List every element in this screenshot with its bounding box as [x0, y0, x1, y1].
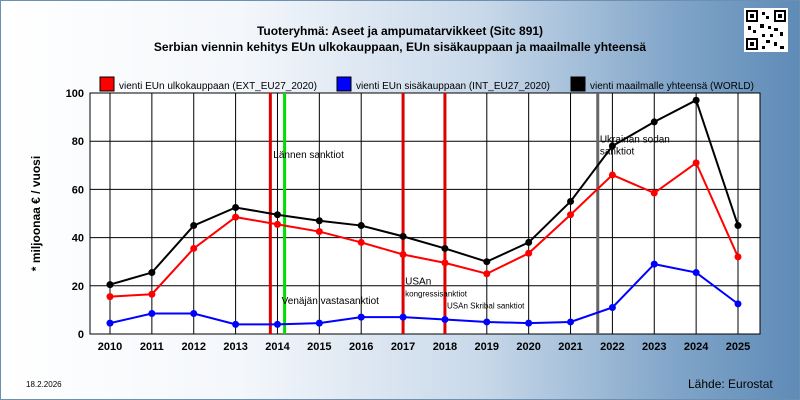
source-label: Lähde: Eurostat	[688, 377, 773, 391]
plot-area	[89, 92, 761, 335]
x-tick-label: 2012	[181, 341, 205, 353]
data-point	[608, 142, 616, 150]
data-point	[441, 316, 449, 324]
annotation-label: Ukrainan sodan	[600, 134, 670, 145]
chart-subtitle: Serbian viennin kehitys EUn ulkokauppaan…	[153, 40, 647, 54]
data-point	[692, 269, 700, 277]
data-point	[232, 320, 240, 328]
data-point	[734, 300, 742, 308]
series-line-1	[109, 263, 739, 326]
x-tick-label: 2011	[140, 341, 164, 353]
data-point	[525, 238, 533, 246]
data-point	[567, 318, 575, 326]
data-point	[650, 260, 658, 268]
y-tick-label: 100	[66, 88, 84, 100]
data-point	[106, 319, 114, 327]
data-point	[232, 213, 240, 221]
data-point	[106, 293, 114, 301]
data-point	[357, 222, 365, 230]
data-point	[608, 303, 616, 311]
data-point	[399, 250, 407, 258]
data-point	[315, 217, 323, 225]
x-tick-label: 2013	[223, 341, 247, 353]
qr-code-icon	[744, 8, 788, 52]
data-point	[441, 259, 449, 267]
y-tick-label: 40	[72, 233, 84, 245]
data-point	[692, 96, 700, 104]
data-point	[148, 269, 156, 277]
data-point	[190, 310, 198, 318]
x-tick-label: 2018	[433, 341, 457, 353]
annotation-label: USAn Skribal sanktiot	[447, 302, 525, 311]
data-point	[441, 244, 449, 252]
data-point	[273, 320, 281, 328]
data-point	[483, 318, 491, 326]
x-tick-label: 2019	[475, 341, 499, 353]
series-line-2	[109, 98, 739, 286]
legend-label: vienti EUn ulkokauppaan (EXT_EU27_2020)	[119, 81, 317, 92]
x-tick-label: 2024	[684, 341, 709, 353]
annotation-label: Lännen sanktiot	[273, 150, 344, 161]
y-tick-label: 60	[72, 184, 84, 196]
x-tick-label: 2010	[98, 341, 122, 353]
x-tick-label: 2016	[349, 341, 373, 353]
legend-label: vienti EUn sisäkauppaan (INT_EU27_2020)	[356, 81, 550, 92]
x-tick-label: 2015	[307, 341, 331, 353]
data-point	[273, 211, 281, 219]
data-point	[190, 222, 198, 230]
data-point	[315, 228, 323, 236]
annotation-label: Venäjän vastasanktiot	[282, 296, 380, 307]
data-point	[483, 258, 491, 266]
legend-swatch	[570, 76, 586, 92]
data-point	[357, 313, 365, 321]
chart-title: Tuoteryhmä: Aseet ja ampumatarvikkeet (S…	[256, 24, 544, 38]
legend-label: vienti maailmalle yhteensä (WORLD)	[590, 81, 754, 92]
data-point	[273, 220, 281, 228]
x-tick-label: 2021	[558, 341, 582, 353]
data-point	[190, 244, 198, 252]
data-point	[106, 281, 114, 289]
data-point	[483, 270, 491, 278]
date-stamp: 18.2.2026	[26, 380, 62, 389]
data-point	[315, 319, 323, 327]
y-tick-label: 20	[72, 281, 84, 293]
legend-swatch	[99, 76, 115, 92]
data-point	[734, 253, 742, 261]
x-tick-label: 2020	[516, 341, 540, 353]
x-tick-label: 2017	[391, 341, 415, 353]
annotation-label: USAn	[405, 277, 431, 288]
data-point	[399, 232, 407, 240]
y-tick-label: 80	[72, 136, 84, 148]
x-tick-label: 2023	[642, 341, 666, 353]
data-point	[357, 238, 365, 246]
data-point	[567, 211, 575, 219]
data-point	[399, 313, 407, 321]
y-axis-label: * miljoonaa € / vuosi	[29, 156, 43, 271]
data-point	[148, 290, 156, 298]
data-point	[608, 171, 616, 179]
data-point	[650, 118, 658, 126]
x-tick-label: 2014	[265, 341, 290, 353]
annotation-label: kongressisanktiot	[405, 290, 468, 299]
x-tick-label: 2025	[726, 341, 750, 353]
series-line-0	[109, 161, 739, 298]
annotation-label: sanktiot	[600, 146, 635, 157]
data-point	[734, 222, 742, 230]
legend-swatch	[336, 76, 352, 92]
data-point	[692, 159, 700, 167]
data-point	[232, 203, 240, 211]
data-point	[650, 189, 658, 197]
data-point	[525, 249, 533, 257]
x-tick-label: 2022	[600, 341, 624, 353]
data-point	[525, 319, 533, 327]
data-point	[567, 197, 575, 205]
data-point	[148, 310, 156, 318]
y-tick-label: 0	[78, 329, 84, 341]
